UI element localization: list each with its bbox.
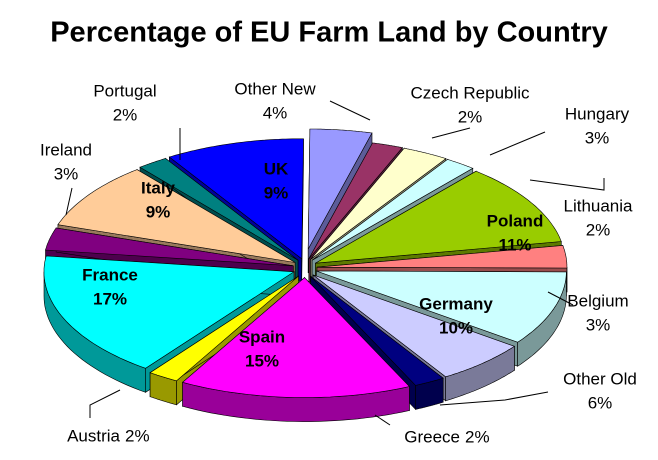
slice-label: Portugal — [93, 81, 156, 100]
value-label: 9% — [146, 202, 171, 221]
slice — [43, 255, 295, 369]
slice — [315, 170, 562, 264]
slice-label: Other New — [234, 79, 316, 98]
value-label: 3% — [586, 315, 611, 334]
slice-label: Lithuania — [563, 196, 633, 215]
slice — [310, 147, 447, 260]
value-label: 3% — [54, 164, 79, 183]
leader-line — [374, 414, 391, 426]
slice — [308, 142, 403, 260]
leader-line — [439, 391, 549, 406]
leader-line — [431, 127, 471, 139]
value-label: 3% — [585, 128, 610, 147]
value-label: 2% — [465, 427, 490, 446]
slice — [168, 138, 304, 260]
leader-line — [489, 131, 546, 156]
leader-line — [89, 389, 121, 418]
leader-line — [329, 100, 371, 121]
value-label: 4% — [263, 103, 288, 122]
slice — [316, 270, 567, 343]
slice-label: Poland — [487, 211, 544, 230]
slice-label: Other Old — [563, 369, 637, 388]
slice-label: Ireland — [40, 140, 92, 159]
value-label: 15% — [245, 351, 279, 370]
slice-label: UK — [264, 159, 289, 178]
leader-line — [547, 291, 574, 306]
slice-label: Greece — [404, 427, 460, 446]
slice-label: Belgium — [567, 291, 628, 310]
slice-label: France — [82, 265, 138, 284]
value-label: 9% — [264, 183, 289, 202]
slice-label: Czech Republic — [410, 83, 530, 102]
value-label: 2% — [113, 105, 138, 124]
slice — [313, 274, 516, 378]
value-label: 2% — [458, 107, 483, 126]
slice — [316, 245, 568, 269]
slice-label: Spain — [239, 327, 285, 346]
slice-label: Hungary — [565, 104, 630, 123]
slice-label: Germany — [419, 294, 493, 313]
chart-title: Percentage of EU Farm Land by Country — [50, 17, 608, 49]
slice — [307, 128, 373, 250]
slice-label: Italy — [141, 178, 176, 197]
value-label: 11% — [498, 235, 531, 254]
leader-line — [529, 178, 605, 191]
slice — [311, 159, 474, 261]
slice-label: Austria — [67, 426, 120, 445]
slice — [57, 169, 296, 263]
slice — [181, 277, 410, 398]
slice — [149, 275, 299, 382]
leader-line — [65, 187, 73, 216]
slice — [45, 227, 294, 267]
slice — [139, 158, 299, 261]
value-label: 17% — [93, 289, 127, 308]
slice — [310, 276, 444, 386]
value-label: 10% — [439, 318, 473, 337]
value-label: 6% — [588, 393, 613, 412]
value-label: 2% — [586, 220, 611, 239]
value-label: 2% — [125, 426, 150, 445]
